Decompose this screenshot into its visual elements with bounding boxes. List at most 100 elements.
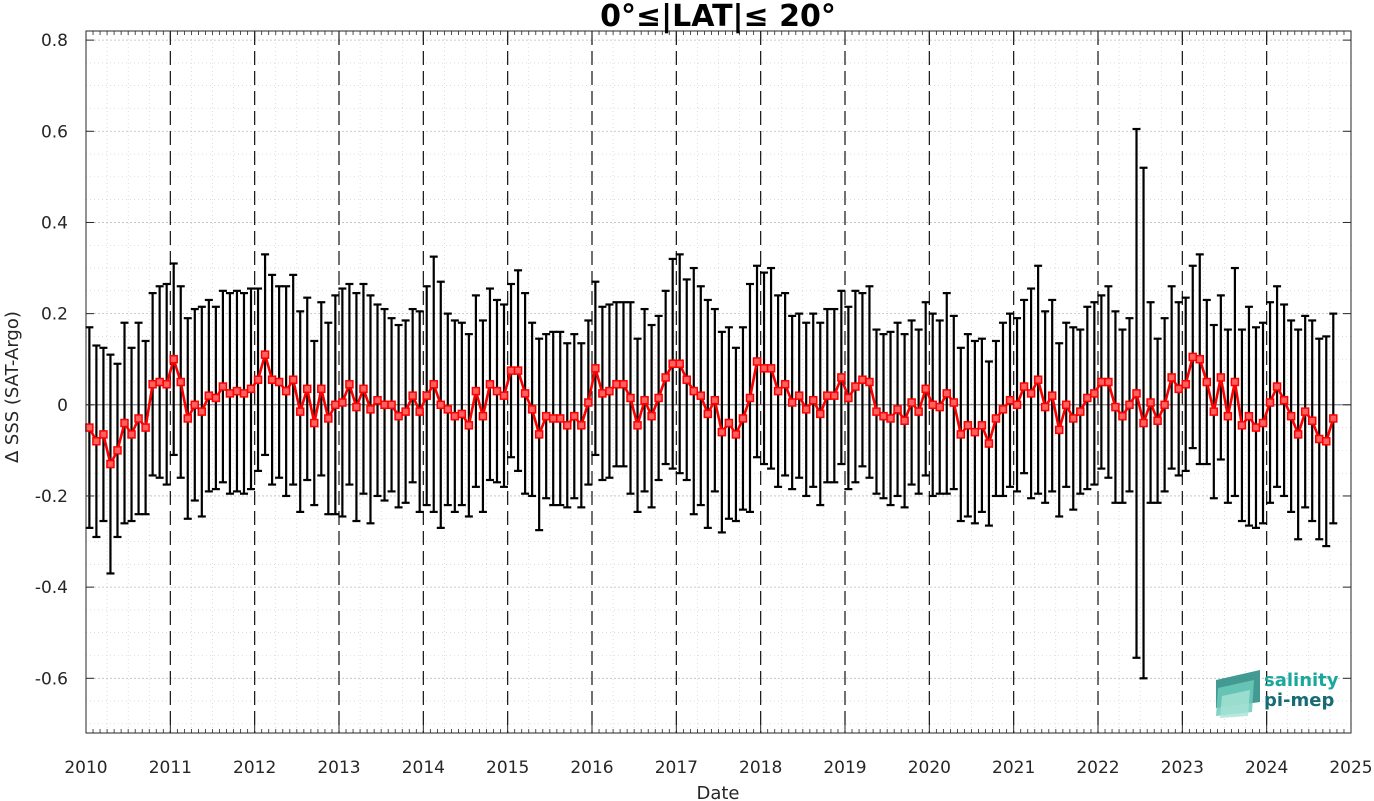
data-point (317, 384, 326, 394)
data-point (893, 405, 902, 414)
data-point (1132, 389, 1141, 398)
data-point (1237, 421, 1247, 430)
data-point (1216, 373, 1226, 382)
data-point (218, 382, 228, 391)
data-point (1223, 411, 1233, 421)
data-point (457, 409, 467, 419)
y-tick-label: 0.2 (41, 305, 68, 325)
data-point (85, 423, 94, 432)
data-point (1012, 400, 1022, 410)
axis-ticks (85, 31, 1352, 733)
data-point (1104, 377, 1113, 387)
data-point (977, 421, 987, 430)
data-point (1188, 352, 1197, 362)
data-point (1139, 418, 1148, 428)
data-point (338, 398, 347, 407)
data-point (359, 384, 368, 394)
data-point (752, 357, 762, 366)
data-point (176, 377, 185, 387)
data-point (1026, 389, 1036, 398)
chart-title: 0°≤|LAT|≤ 20° (600, 0, 836, 34)
data-point (373, 395, 382, 405)
data-point (436, 400, 446, 410)
data-point (858, 375, 867, 384)
data-point (570, 411, 579, 421)
data-point (1195, 354, 1205, 364)
data-point (1033, 375, 1043, 384)
y-tick-labels: 0.8 0.6 0.4 0.2 0 -0.2 -0.4 -0.6 (35, 31, 68, 689)
data-point (99, 430, 108, 439)
y-tick-label: 0.8 (41, 31, 68, 51)
y-tick-label: 0.6 (41, 122, 68, 142)
data-point (1146, 398, 1155, 407)
data-point (991, 414, 1001, 423)
data-point (956, 430, 966, 439)
data-point (1054, 425, 1064, 435)
data-point (984, 439, 994, 448)
data-point (106, 459, 115, 469)
data-point (513, 366, 523, 375)
y-tick-label: -0.6 (35, 669, 68, 689)
data-point (204, 391, 214, 400)
data-point (879, 411, 888, 421)
data-point (274, 377, 284, 387)
data-point (394, 411, 403, 421)
data-point (935, 402, 944, 412)
data-point (1272, 382, 1282, 391)
data-point (1300, 407, 1310, 416)
data-point (914, 407, 923, 416)
data-point (1125, 400, 1134, 410)
x-tick-label: 2021 (992, 758, 1035, 778)
data-point (324, 414, 333, 423)
data-point (1118, 411, 1127, 421)
data-point (1258, 418, 1268, 428)
data-point (766, 364, 776, 373)
data-point (450, 411, 460, 421)
data-point (963, 421, 973, 430)
data-point (1040, 402, 1050, 412)
data-point (429, 380, 438, 389)
data-point (816, 409, 825, 419)
data-point (970, 427, 980, 437)
data-point (155, 377, 164, 387)
data-point (1153, 416, 1162, 425)
x-tick-label: 2017 (655, 758, 698, 778)
x-tick-label: 2012 (233, 758, 276, 778)
data-point (471, 386, 481, 396)
data-point (921, 384, 930, 394)
data-point (872, 407, 881, 416)
data-point (780, 380, 790, 389)
data-point (689, 386, 699, 396)
data-point (801, 405, 811, 414)
data-point (865, 377, 874, 387)
data-point (1097, 377, 1106, 387)
data-point (1279, 395, 1289, 405)
data-point (710, 395, 720, 405)
data-point (647, 411, 656, 421)
data-point (1181, 380, 1190, 389)
data-point (401, 407, 410, 416)
data-point (830, 391, 839, 400)
data-point (1160, 400, 1169, 410)
data-point (633, 421, 642, 430)
data-point (239, 389, 249, 398)
data-point (717, 427, 727, 437)
data-point (738, 414, 748, 423)
data-point (422, 391, 431, 400)
data-point (485, 380, 495, 389)
data-point (949, 398, 959, 407)
data-point (577, 421, 586, 430)
data-point (928, 400, 937, 410)
data-point (1314, 434, 1324, 444)
data-point (668, 359, 677, 369)
data-point (591, 364, 600, 373)
data-point (1230, 377, 1240, 387)
data-point (1061, 400, 1071, 410)
y-tick-label: 0.4 (41, 213, 68, 233)
data-point (1111, 402, 1120, 412)
data-point (759, 364, 769, 373)
data-point (837, 373, 846, 382)
data-point (661, 373, 670, 382)
x-tick-label: 2014 (402, 758, 445, 778)
